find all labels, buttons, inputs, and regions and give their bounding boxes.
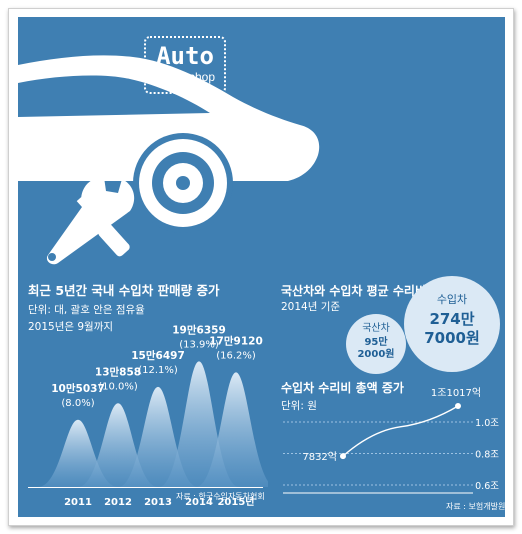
left-chart-unit-note: 단위: 대, 괄호 안은 점유율 [28,304,145,316]
category-label: 2013 [144,497,172,508]
share-label: (8.0%) [61,398,94,409]
share-label: (10.0%) [98,381,138,392]
share-label: (12.1%) [138,365,178,376]
right-bottom-title: 수입차 수리비 총액 증가 [281,381,404,395]
value-label: 10만5037 [51,382,105,395]
data-point [340,453,346,460]
screwdriver-icon [76,197,130,257]
category-label: 2012 [104,497,132,508]
imported-label: 수입차 [436,293,468,306]
data-point [455,402,461,409]
infographic-panel: Auto repair shop 최근 5년간 국내 수입차 판매량 증가 단위… [18,17,505,517]
domestic-label: 국산차 [362,323,390,334]
car-illustration [18,55,320,265]
value-label: 15만6497 [131,349,185,362]
left-chart-period-note: 2015년은 9월까지 [28,321,114,333]
car-window-shape [18,75,210,117]
category-label: 2015년 [217,495,254,508]
y-tick-label: 1.0조 [475,418,499,429]
auto-repair-badge: Auto repair shop [144,36,226,94]
point-label: 7832억 [302,451,337,463]
left-chart-title: 최근 5년간 국내 수입차 판매량 증가 [28,283,220,298]
category-label: 2011 [64,497,92,508]
share-label: (16.2%) [216,350,256,361]
wrench-icon [46,177,135,265]
right-top-title: 국산차와 수입차 평균 수리비 [281,284,427,298]
imported-cost-circle: 수입차 274만 7000원 [404,276,500,372]
right-top-subtitle: 2014년 기준 [281,301,341,313]
y-tick-label: 0.6조 [475,481,499,492]
domestic-amount-1: 95만 [364,337,388,348]
y-tick-label: 0.8조 [475,450,499,461]
domestic-cost-circle: 국산차 95만 2000원 [346,314,406,374]
series-line [342,405,459,457]
share-label: (13.9%) [179,339,219,350]
value-label: 13만858 [95,365,141,378]
left-chart-source: 자료 : 한국수입자동차협회 [176,492,265,501]
imported-amount-2: 7000원 [424,329,480,347]
badge-subtitle: repair shop [154,70,216,84]
repair-total-line-chart: 1.0조0.8조0.6조7832억1조1017억201220132014년 [283,387,499,494]
sales-bell-chart: 10만5037 (8.0%) 2011 13만858 (10.0%) 2012 15만649… [28,323,268,508]
value-label: 19만6359 [172,323,226,336]
imported-amount-1: 274만 [429,310,475,328]
point-label: 1조1017억 [431,387,481,399]
right-bottom-source: 자료 : 보험개발원 [446,502,505,511]
badge-title: Auto [156,42,214,70]
value-label: 17만9120 [209,334,263,347]
domestic-amount-2: 2000원 [357,349,395,360]
category-label: 2014 [185,497,213,508]
bell-mark [196,372,268,487]
right-bottom-unit-note: 단위: 원 [281,400,317,412]
